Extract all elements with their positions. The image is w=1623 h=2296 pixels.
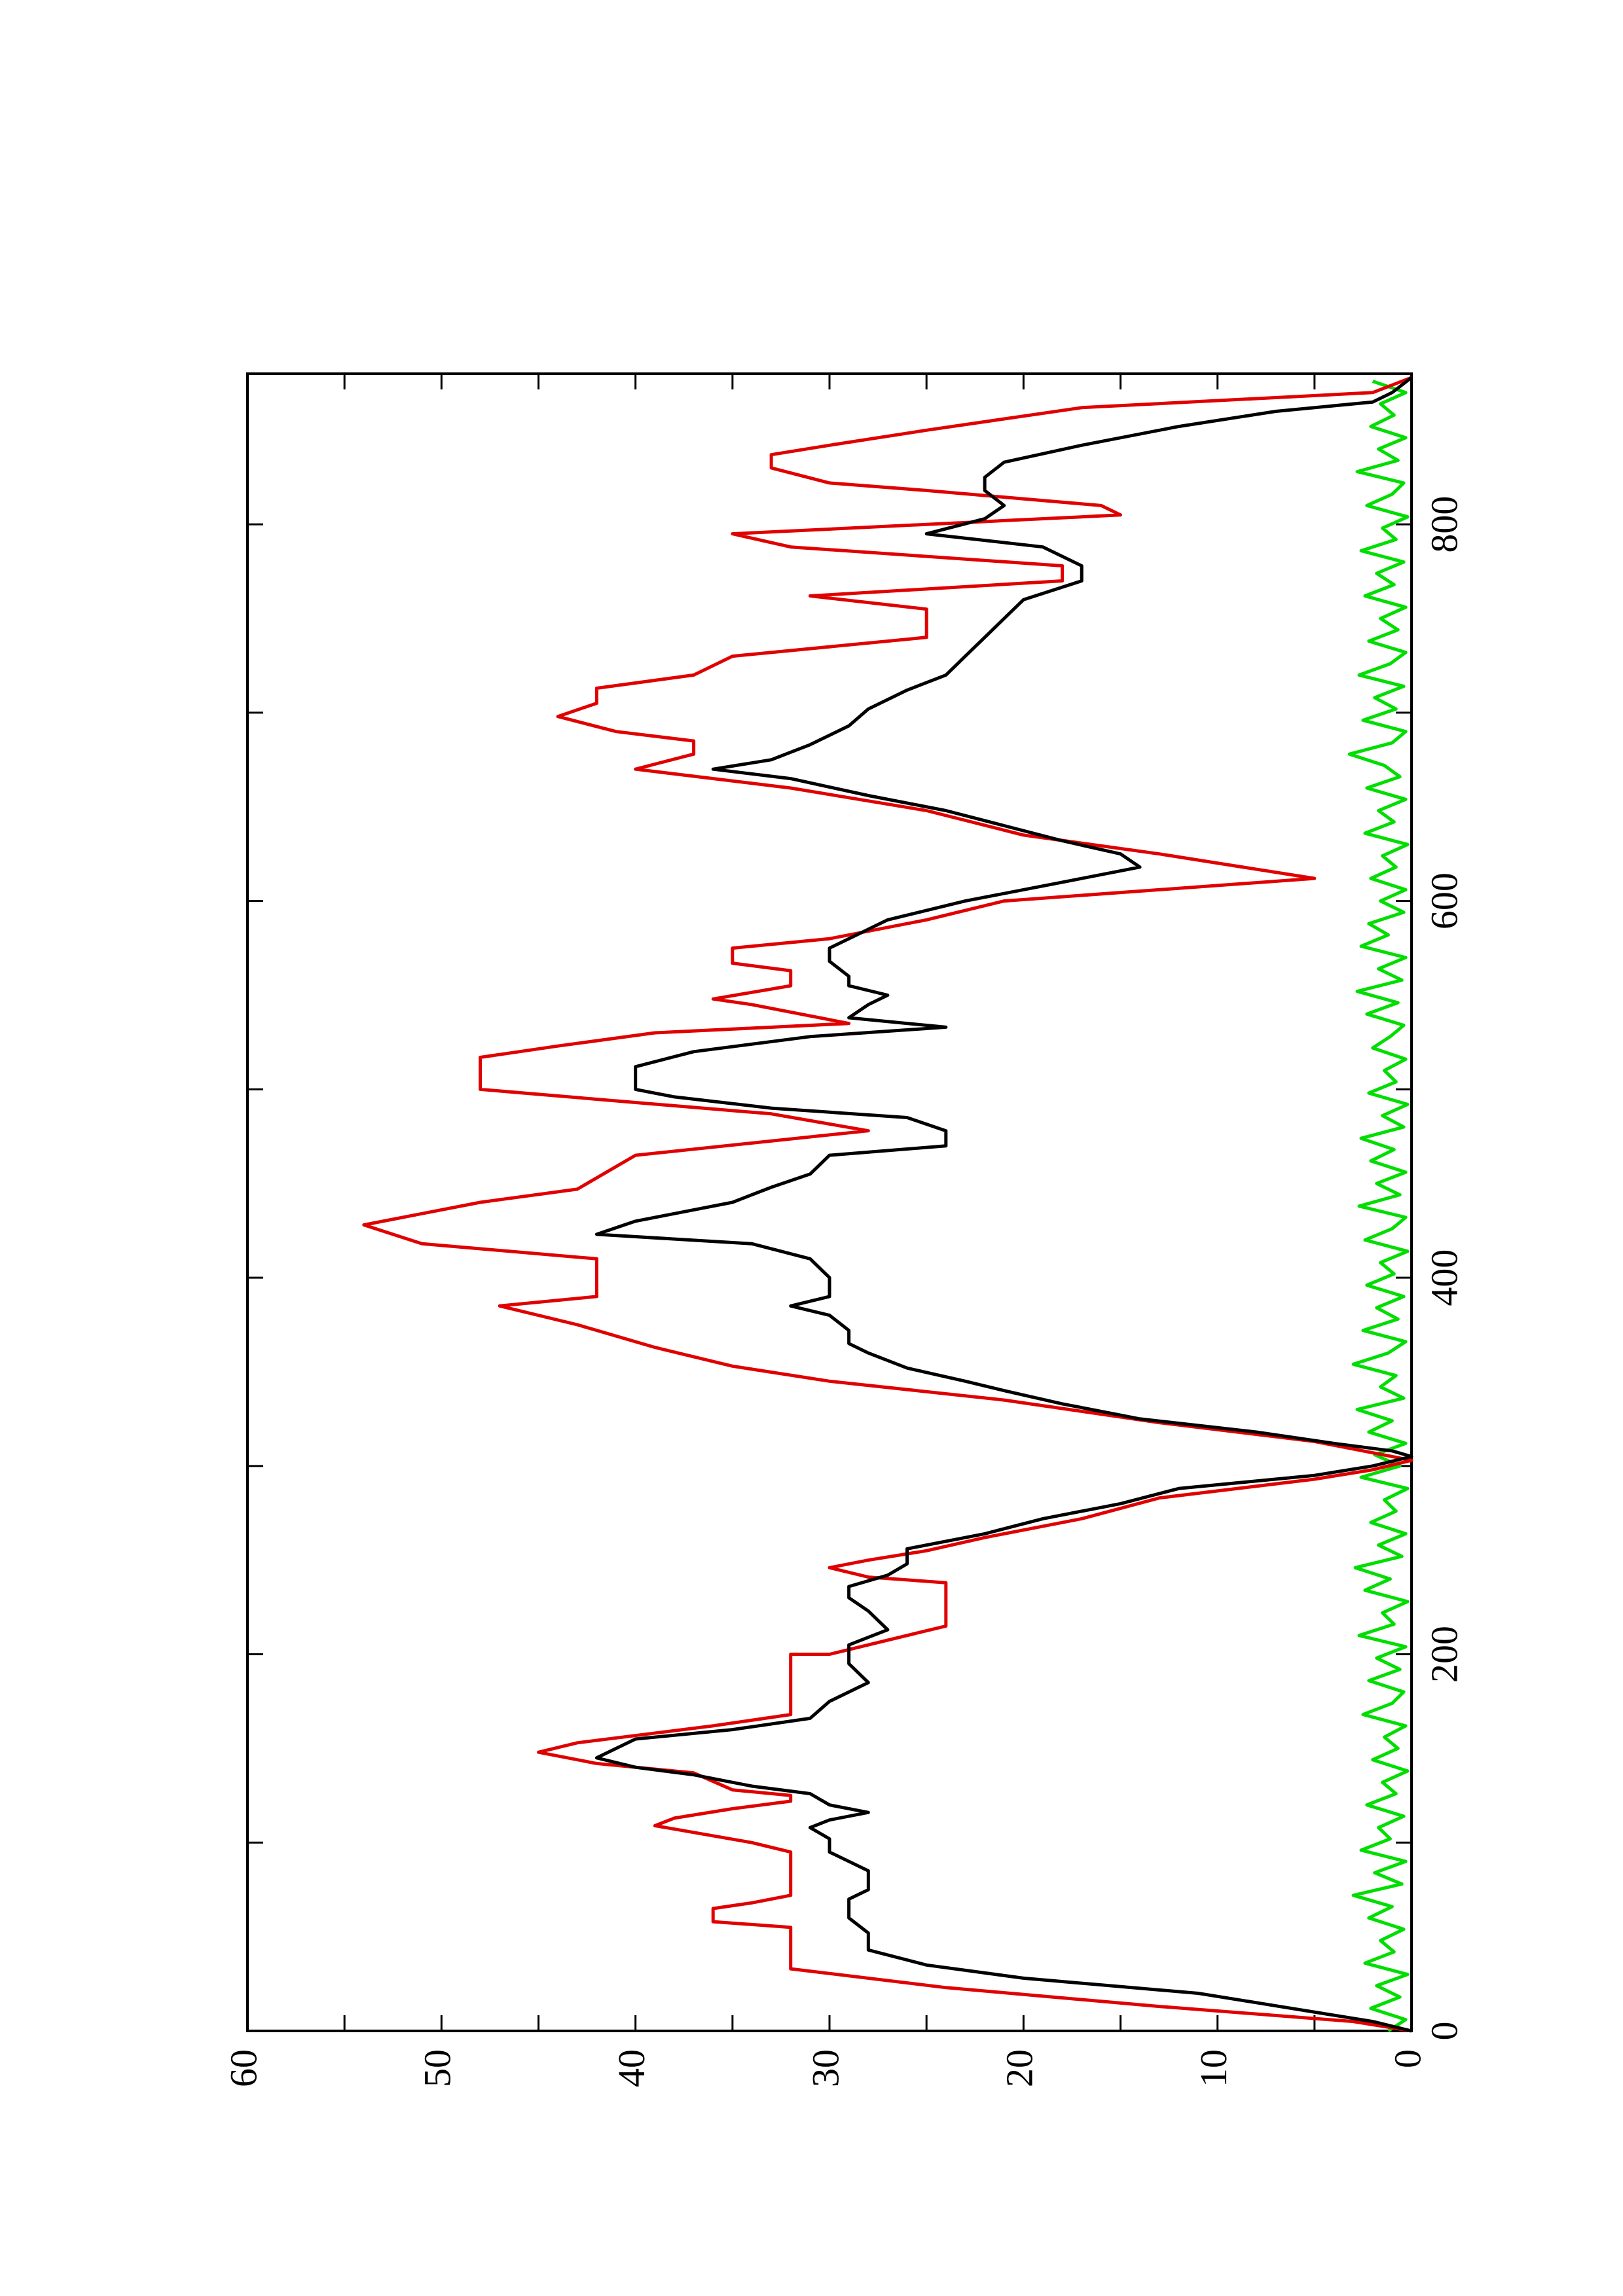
x-tick-label: 800 xyxy=(1423,496,1466,553)
series-line xyxy=(362,376,1413,2033)
y-tick-label: 40 xyxy=(610,2049,653,2087)
x-tick-label: 400 xyxy=(1423,1249,1466,1306)
series-layer xyxy=(362,376,1413,2033)
y-tick-label: 30 xyxy=(804,2049,847,2087)
plot-frame xyxy=(246,372,1413,2032)
series-line xyxy=(594,376,1413,2033)
y-axis-tick-labels: 0 10 20 30 40 50 60 xyxy=(222,2049,1429,2087)
y-tick-label: 20 xyxy=(998,2049,1041,2087)
y-tick-label: 10 xyxy=(1192,2049,1235,2087)
y-axis-ticks xyxy=(246,374,1413,2031)
series-line xyxy=(1347,380,1410,2033)
y-tick-label: 60 xyxy=(222,2049,264,2087)
y-tick-label: 50 xyxy=(416,2049,459,2087)
x-axis-tick-labels: 0 200 400 600 800 xyxy=(1423,496,1466,2041)
x-tick-label: 600 xyxy=(1423,872,1466,929)
x-axis-ticks xyxy=(247,523,1412,2032)
x-tick-label: 0 xyxy=(1423,2022,1466,2041)
x-tick-label: 200 xyxy=(1423,1626,1466,1683)
y-tick-label: 0 xyxy=(1386,2049,1429,2068)
